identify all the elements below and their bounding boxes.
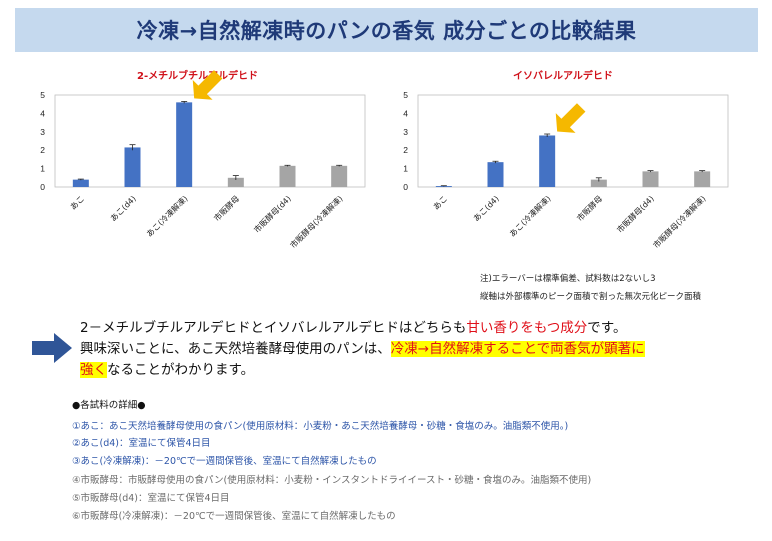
x-tick-label: 市販酵母	[575, 193, 605, 223]
bar	[279, 165, 296, 187]
detail-item: ③あこ(冷凍解凍)：－20℃で一週間保管後、室温にて自然解凍したもの	[72, 456, 377, 467]
arrow-shape	[555, 103, 586, 133]
details-heading: ●各試料の詳細●	[72, 400, 146, 411]
note-line: 縦軸は外部標準のピーク面積で割った無次元化ピーク面積	[480, 292, 702, 302]
x-tick-label: あこ(冷凍解凍)	[144, 193, 189, 238]
x-tick-label: あこ	[69, 194, 87, 212]
chart-notes: 注)エラーバーは標準偏差、試料数は2ないし3 縦軸は外部標準のピーク面積で割った…	[480, 270, 701, 306]
bar	[72, 179, 89, 187]
detail-item: ⑤市販酵母(d4)：室温にて保管4日目	[72, 493, 230, 504]
summary-line1-end: です。	[587, 320, 627, 336]
plot-area	[54, 94, 366, 188]
summary-line2: 興味深いことに、あこ天然培養酵母使用のパンは、	[80, 341, 391, 357]
detail-item: ④市販酵母：市販酵母使用の食パン(使用原材料：小麦粉・インスタントドライイースト…	[72, 475, 592, 486]
arrow-shape	[192, 70, 223, 100]
y-tick-label: 2	[40, 145, 45, 155]
bar	[487, 162, 504, 187]
right-arrow-icon	[32, 333, 72, 363]
y-tick-label: 3	[40, 127, 45, 137]
chart-isovaleraldehyde: 0 1 2 3 4 5 あこ あこ(d4) あこ(冷凍解凍) 市販酵母 市販酵母(d4)市販酵母(冷…	[403, 90, 729, 250]
y-tick-label: 3	[403, 127, 408, 137]
summary-text: 2－メチルブチルアルデヒドとイソバレルアルデヒドはどちらも甘い香りをもつ成分です…	[80, 318, 760, 381]
y-tick-label: 5	[403, 90, 408, 100]
bar	[227, 177, 244, 187]
y-tick-label: 1	[40, 164, 45, 174]
x-tick-label: 市販酵母(冷凍解凍)	[651, 193, 708, 250]
y-tick-label: 4	[403, 108, 408, 118]
note-line: 注)エラーバーは標準偏差、試料数は2ないし3	[480, 274, 656, 284]
title-banner: 冷凍→自然解凍時のパンの香気 成分ごとの比較結果	[15, 8, 758, 52]
bar	[590, 179, 607, 187]
page-title: 冷凍→自然解凍時のパンの香気 成分ごとの比較結果	[136, 19, 637, 43]
highlight-arrow-icon	[555, 103, 586, 133]
detail-item: ②あこ(d4)：室温にて保管4日目	[72, 438, 211, 449]
bar	[694, 171, 711, 187]
summary-line3: なることがわかります。	[107, 362, 255, 378]
x-tick-label: 市販酵母(冷凍解凍)	[288, 193, 345, 250]
bar	[124, 147, 141, 187]
bar	[539, 135, 556, 187]
x-tick-label: あこ(d4)	[472, 194, 501, 223]
bar	[642, 171, 659, 187]
x-tick-label: あこ(d4)	[109, 194, 138, 223]
x-tick-label: 市販酵母(d4)	[252, 193, 293, 234]
y-tick-label: 2	[403, 145, 408, 155]
x-tick-label: あこ	[432, 194, 450, 212]
detail-item: ①あこ：あこ天然培養酵母使用の食パン(使用原材料：小麦粉・あこ天然培養酵母・砂糖…	[72, 421, 569, 432]
detail-item: ⑥市販酵母(冷凍解凍)：－20℃で一週間保管後、室温にて自然解凍したもの	[72, 511, 396, 522]
bar	[435, 186, 452, 187]
bar	[331, 165, 348, 187]
y-tick-label: 0	[40, 182, 45, 192]
plot-area	[417, 94, 729, 188]
summary-highlight-2: 強く	[80, 362, 107, 378]
summary-emphasis: 甘い香りをもつ成分	[466, 320, 588, 336]
chart-2-title: イソバレルアルデヒド	[513, 71, 613, 82]
y-tick-label: 0	[403, 182, 408, 192]
y-tick-label: 4	[40, 108, 45, 118]
summary-highlight: 冷凍→自然解凍することで両香気が顕著に	[390, 341, 645, 357]
chart-1-title: 2-メチルブチルアルデヒド	[137, 71, 259, 82]
chart-2-methylbutanal: 0 1 2 3 4 5 あこ あこ(d4) あこ(冷凍解凍) 市販酵母 市販酵母(d4)市販酵母(冷…	[40, 70, 366, 250]
highlight-arrow-icon	[192, 70, 223, 100]
x-tick-label: 市販酵母	[212, 193, 242, 223]
x-tick-label: 市販酵母(d4)	[615, 193, 656, 234]
x-tick-label: あこ(冷凍解凍)	[507, 193, 552, 238]
y-tick-label: 5	[40, 90, 45, 100]
bar	[176, 102, 193, 187]
y-tick-label: 1	[403, 164, 408, 174]
summary-line1: 2－メチルブチルアルデヒドとイソバレルアルデヒドはどちらも	[80, 320, 467, 336]
